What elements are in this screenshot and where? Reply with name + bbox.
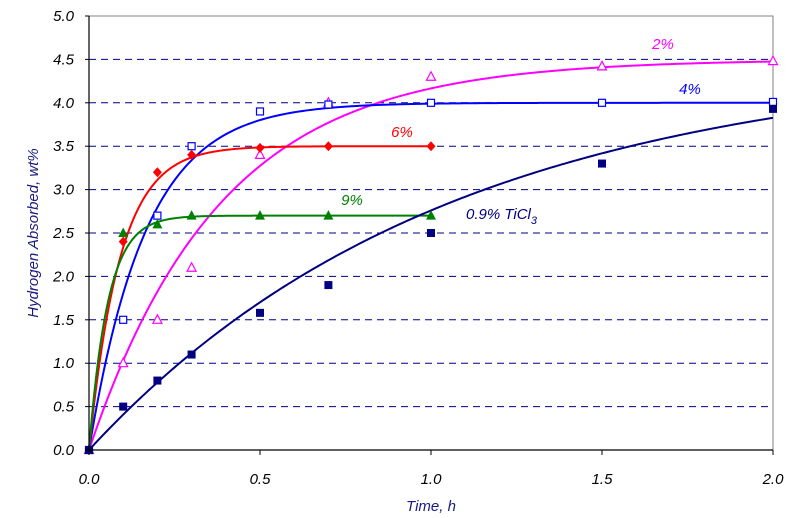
data-point-open-triangle: [254, 148, 266, 159]
y-axis-title: Hydrogen Absorbed, wt%: [25, 148, 42, 318]
x-tick-label: 0.0: [79, 471, 101, 488]
data-point-open-square: [255, 107, 265, 116]
tick-labels: 0.0 0.5 1.0 1.5 2.0 2.5 3.0 3.5 4.0 4.5 5.0 0.0 0.5 1…: [52, 8, 784, 488]
fit-curve-6-: [88, 145, 431, 451]
data-point-filled-diamond: [323, 141, 333, 152]
data-point-filled-diamond: [187, 149, 197, 160]
y-tick-label: 1.5: [53, 312, 75, 329]
data-point-filled-square: [427, 229, 435, 237]
data-point-filled-square: [324, 281, 333, 290]
data-point-open-square: [119, 315, 128, 324]
y-tick-label: 0.0: [53, 442, 75, 459]
data-point-open-square: [153, 211, 162, 220]
y-tick-label: 3.5: [53, 138, 75, 155]
data-point-open-square: [597, 98, 607, 107]
data-point-filled-square: [153, 376, 162, 385]
y-tick-label: 5.0: [53, 8, 75, 25]
data-point-filled-square: [256, 308, 264, 317]
data-point-filled-square: [187, 350, 196, 359]
data-point-open-square: [426, 98, 436, 107]
y-tick-label: 4.5: [53, 51, 75, 68]
y-tick-label: 0.5: [53, 399, 75, 416]
data-point-open-triangle: [767, 54, 779, 66]
data-point-open-square: [324, 100, 333, 109]
data-point-open-triangle: [151, 313, 163, 324]
data-point-open-square: [187, 142, 196, 151]
data-point-filled-square: [769, 104, 777, 113]
data-markers: [83, 54, 779, 455]
y-tick-label: 1.0: [53, 355, 75, 372]
data-point-filled-triangle: [255, 210, 265, 220]
x-tick-label: 2.0: [762, 471, 785, 488]
axes: [85, 15, 774, 455]
series-labels: 2% 4% 6% 9% 0.9% TiCl3: [341, 36, 701, 227]
data-point-filled-triangle: [152, 218, 163, 229]
data-point-open-triangle: [596, 60, 608, 71]
data-point-filled-diamond: [426, 141, 436, 152]
y-tick-label: 4.0: [53, 95, 75, 112]
x-tick-label: 1.0: [421, 471, 443, 488]
data-point-open-triangle: [186, 261, 198, 272]
y-tick-label: 2.0: [52, 268, 75, 285]
data-point-filled-diamond: [152, 167, 162, 178]
fit-curve-0-9-ticl: [88, 116, 774, 451]
data-point-open-triangle: [425, 70, 437, 81]
data-point-filled-diamond: [118, 236, 128, 247]
x-tick-label: 0.5: [250, 471, 272, 488]
x-tick-label: 1.5: [592, 471, 614, 488]
series-label-0-9-ticl: 0.9% TiCl3: [466, 206, 538, 227]
data-point-filled-triangle: [323, 210, 334, 220]
y-tick-label: 3.0: [53, 182, 75, 199]
series-label-9: 9%: [341, 192, 363, 209]
series-label-6: 6%: [391, 124, 413, 141]
data-point-filled-triangle: [186, 210, 197, 220]
series-label-2: 2%: [651, 36, 674, 53]
fit-curve-2-: [88, 60, 774, 451]
data-point-filled-square: [119, 402, 128, 411]
y-tick-label: 2.5: [52, 225, 75, 242]
data-point-open-triangle: [117, 356, 129, 368]
fit-curve-9-: [88, 214, 431, 451]
data-point-open-square: [768, 97, 778, 107]
x-axis-title: Time, h: [406, 498, 456, 515]
data-point-filled-diamond: [255, 142, 265, 153]
series-label-4: 4%: [679, 81, 701, 98]
fit-curves: [88, 60, 774, 451]
data-point-filled-square: [598, 159, 606, 168]
data-point-filled-triangle: [118, 227, 129, 237]
data-point-filled-triangle: [426, 210, 436, 220]
